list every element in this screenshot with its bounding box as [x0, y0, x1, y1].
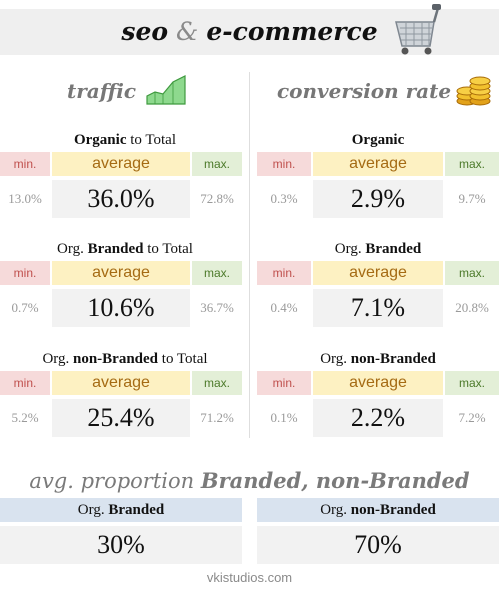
max-label: max. — [192, 152, 242, 176]
min-value: 0.7% — [11, 300, 39, 315]
max-value: 9.7% — [458, 191, 486, 206]
max-label: max. — [192, 371, 242, 395]
nonbranded-value: 70% — [257, 526, 499, 564]
min-label: min. — [257, 261, 311, 285]
conversion-metric-title: Organic — [351, 132, 405, 148]
max-value: 71.2% — [200, 410, 234, 425]
min-label: min. — [257, 152, 311, 176]
page-title: seo & e-commerce — [0, 9, 499, 55]
average-value: 7.1% — [313, 289, 443, 327]
min-label: min. — [0, 261, 50, 285]
average-value: 10.6% — [52, 289, 190, 327]
min-value: 0.3% — [270, 191, 298, 206]
max-label: max. — [445, 152, 499, 176]
area-chart-icon — [146, 75, 186, 105]
min-label: min. — [0, 152, 50, 176]
min-value: 13.0% — [8, 191, 42, 206]
max-value: 20.8% — [455, 300, 489, 315]
conversion-metric-title: Org. Branded — [334, 241, 422, 257]
proportion-heading: avg. proportion Branded, non-Branded — [29, 468, 470, 493]
average-label: average — [313, 152, 443, 176]
average-label: average — [52, 152, 190, 176]
average-value: 2.2% — [313, 399, 443, 437]
title-ampersand: & — [176, 17, 199, 46]
title-seo: seo — [121, 17, 169, 46]
max-value: 7.2% — [458, 410, 486, 425]
average-label: average — [52, 371, 190, 395]
average-value: 25.4% — [52, 399, 190, 437]
min-value: 0.4% — [270, 300, 298, 315]
max-label: max. — [445, 371, 499, 395]
shopping-cart-icon — [395, 4, 441, 55]
average-label: average — [313, 261, 443, 285]
traffic-metric-title: Org. Branded to Total — [57, 241, 193, 257]
max-label: max. — [445, 261, 499, 285]
footer-link[interactable]: vkistudios.com — [206, 570, 293, 585]
max-value: 36.7% — [200, 300, 234, 315]
conversion-metric-title: Org. non-Branded — [320, 351, 436, 367]
branded-label: Org. Branded — [0, 498, 242, 522]
average-label: average — [313, 371, 443, 395]
title-ecommerce: e-commerce — [206, 17, 378, 46]
min-label: min. — [257, 371, 311, 395]
traffic-metric-title: Org. non-Branded to Total — [42, 351, 208, 367]
conversion-heading: conversion rate — [277, 79, 452, 103]
branded-value: 30% — [0, 526, 242, 564]
max-value: 72.8% — [200, 191, 234, 206]
max-label: max. — [192, 261, 242, 285]
traffic-metric-title: Organic to Total — [73, 132, 176, 148]
min-value: 0.1% — [270, 410, 298, 425]
nonbranded-label: Org. non-Branded — [257, 498, 499, 522]
average-label: average — [52, 261, 190, 285]
column-divider — [249, 72, 250, 438]
coins-icon — [456, 76, 491, 106]
min-value: 5.2% — [11, 410, 39, 425]
traffic-heading: traffic — [67, 79, 137, 103]
min-label: min. — [0, 371, 50, 395]
average-value: 2.9% — [313, 180, 443, 218]
average-value: 36.0% — [52, 180, 190, 218]
